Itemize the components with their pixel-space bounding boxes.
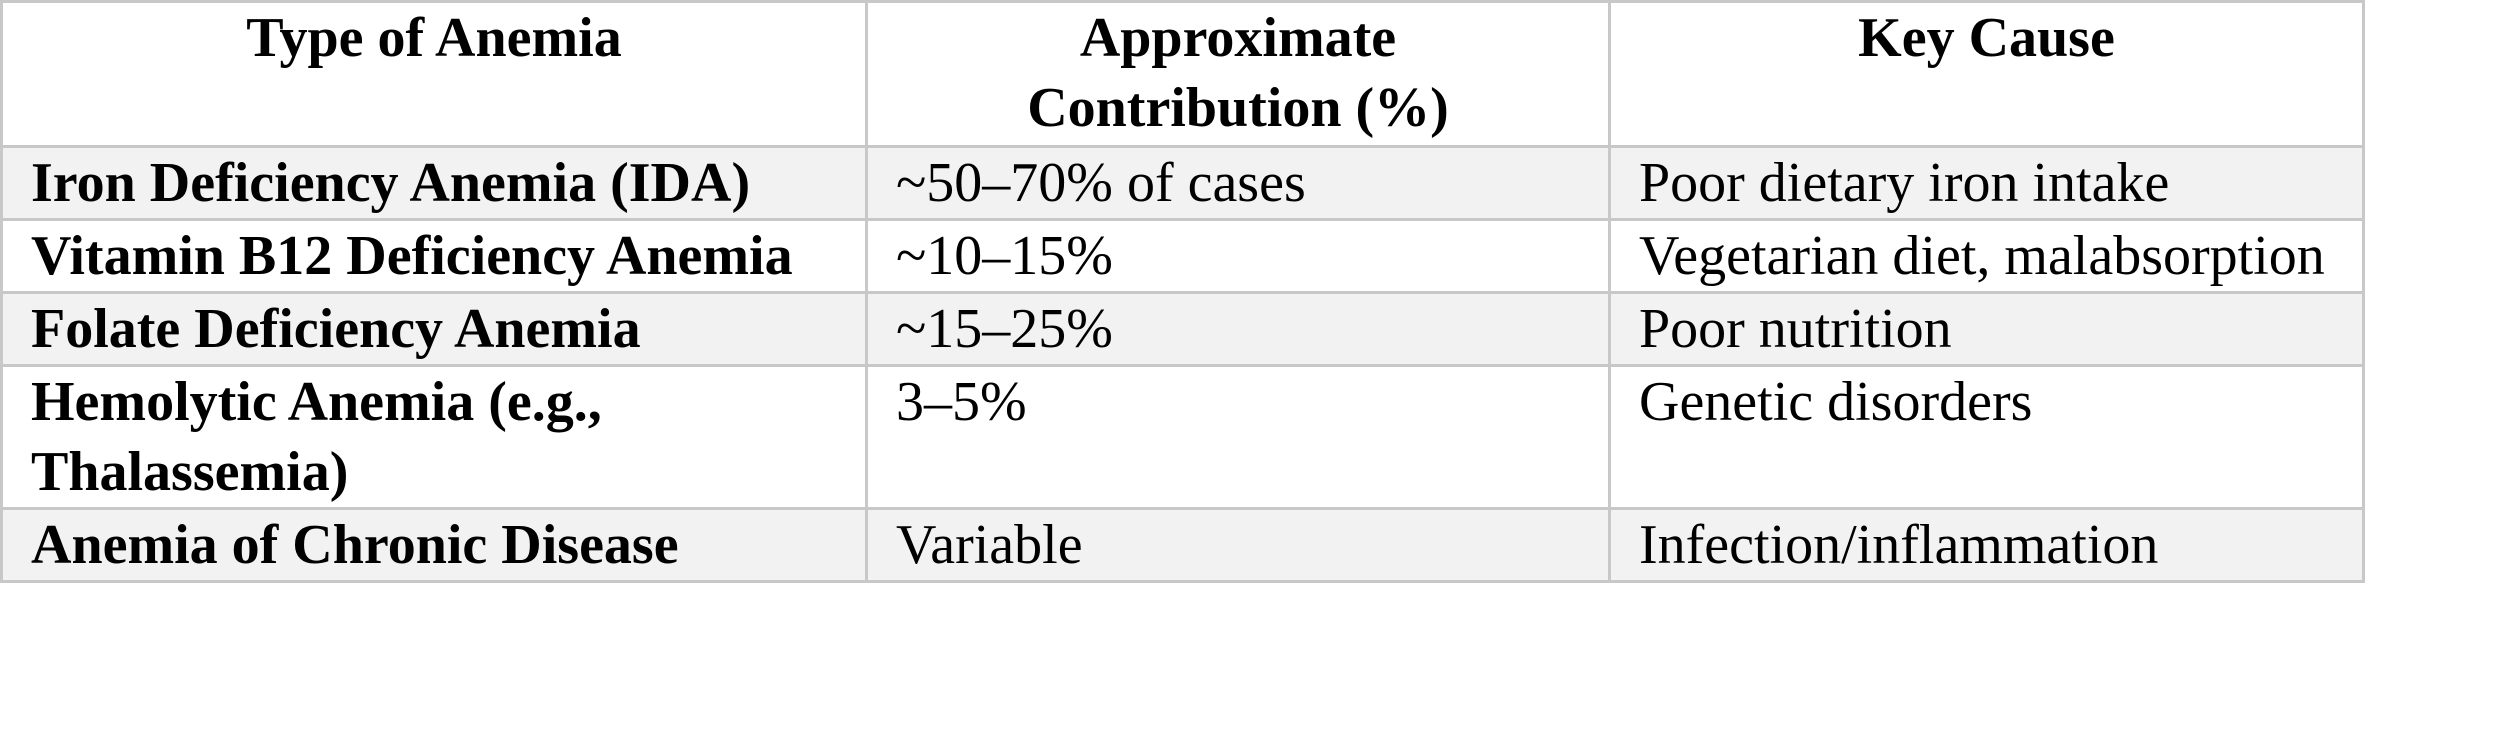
table-cell: ~50–70% of cases <box>865 145 1611 221</box>
header-row: Type of Anemia Approximate Contribution … <box>0 0 2365 148</box>
table-cell: Hemolytic Anemia (e.g., Thalassemia) <box>0 364 868 510</box>
header-cell: Key Cause <box>1608 0 2365 148</box>
table-cell: Vitamin B12 Deficiency Anemia <box>0 218 868 294</box>
table-header: Type of Anemia Approximate Contribution … <box>0 0 2365 148</box>
table-row: Vitamin B12 Deficiency Anemia ~10–15% Vege… <box>0 218 2365 294</box>
table-cell: Genetic disorders <box>1608 364 2365 510</box>
table-cell: 3–5% <box>865 364 1611 510</box>
table-row: Folate Deficiency Anemia ~15–25% Poor nutr… <box>0 291 2365 367</box>
table-cell: ~15–25% <box>865 291 1611 367</box>
header-cell: Type of Anemia <box>0 0 868 148</box>
table-cell: ~10–15% <box>865 218 1611 294</box>
table-row: Anemia of Chronic Disease Variable Infecti… <box>0 507 2365 583</box>
table-cell: Anemia of Chronic Disease <box>0 507 868 583</box>
table-cell: Infection/inflammation <box>1608 507 2365 583</box>
header-cell: Approximate Contribution (%) <box>865 0 1611 148</box>
anemia-table: Type of Anemia Approximate Contribution … <box>0 0 2365 583</box>
table-row: Iron Deficiency Anemia (IDA) ~50–70% of c… <box>0 145 2365 221</box>
table-cell: Iron Deficiency Anemia (IDA) <box>0 145 868 221</box>
table-cell: Folate Deficiency Anemia <box>0 291 868 367</box>
table-cell: Poor nutrition <box>1608 291 2365 367</box>
table-cell: Poor dietary iron intake <box>1608 145 2365 221</box>
table-body: Iron Deficiency Anemia (IDA) ~50–70% of c… <box>0 145 2365 583</box>
table-row: Hemolytic Anemia (e.g., Thalassemia) 3–5%… <box>0 364 2365 510</box>
table-cell: Variable <box>865 507 1611 583</box>
table-cell: Vegetarian diet, malabsorption <box>1608 218 2365 294</box>
